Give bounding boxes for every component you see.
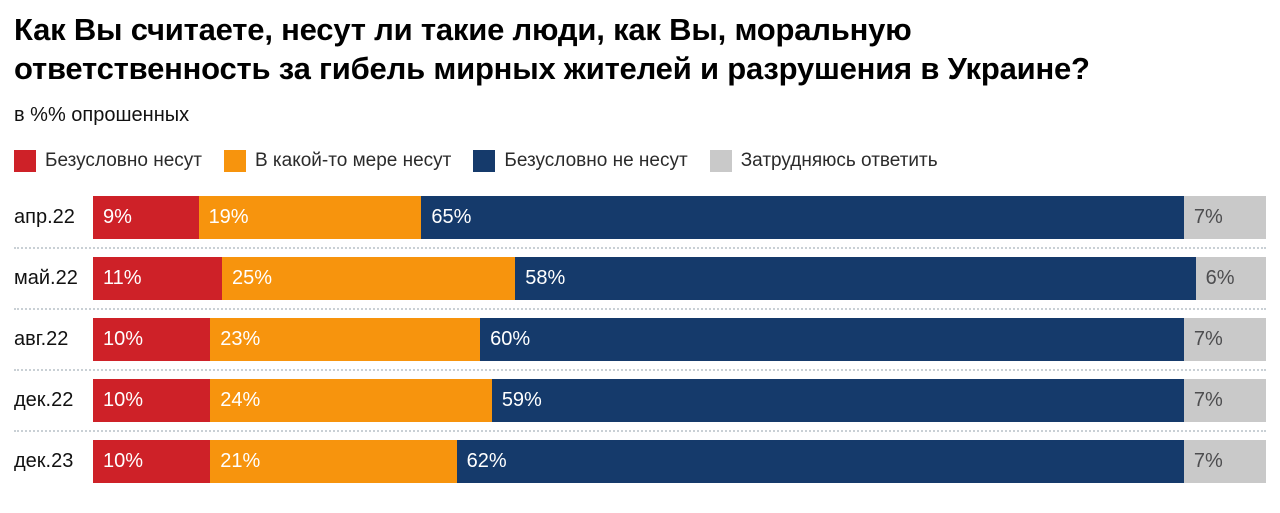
segment-value-label: 62% xyxy=(466,450,507,473)
segment-value-label: 11% xyxy=(103,267,142,290)
segment-value-label: 60% xyxy=(490,328,531,351)
bar-segment: 6% xyxy=(1195,257,1266,301)
bar-segment: 7% xyxy=(1183,318,1266,362)
segment-value-label: 23% xyxy=(220,328,261,351)
segment-value-label: 25% xyxy=(232,267,273,290)
bar-segment: 19% xyxy=(198,196,422,240)
bar-segment: 23% xyxy=(210,318,481,362)
bar-segment: 24% xyxy=(210,379,492,423)
legend-label: Безусловно несут xyxy=(45,150,202,172)
segment-value-label: 59% xyxy=(501,389,542,412)
segment-value-label: 10% xyxy=(103,389,144,412)
segment-value-label: 24% xyxy=(220,389,261,412)
bar-segment: 11% xyxy=(93,257,223,301)
chart-subtitle: в %% опрошенных xyxy=(14,104,190,127)
bar-segment: 7% xyxy=(1183,379,1266,423)
bar-segment: 65% xyxy=(421,196,1184,240)
bar-row: май.22 11% 25% 58% 6% xyxy=(14,257,1266,301)
bar-track: 10% 23% 60% 7% xyxy=(93,318,1266,362)
row-separator xyxy=(14,247,1266,250)
bar-track: 10% 21% 62% 7% xyxy=(93,440,1266,484)
legend-label: Затрудняюсь ответить xyxy=(740,150,938,172)
row-label: дек.23 xyxy=(14,450,74,473)
legend-item: Затрудняюсь ответить xyxy=(709,150,938,173)
bar-row: дек.23 10% 21% 62% 7% xyxy=(14,440,1266,484)
bar-track: 11% 25% 58% 6% xyxy=(93,257,1266,301)
bar-row: дек.22 10% 24% 59% 7% xyxy=(14,379,1266,423)
legend-swatch-icon xyxy=(223,150,246,173)
row-label: авг.22 xyxy=(14,328,69,351)
segment-value-label: 65% xyxy=(431,206,472,229)
legend-swatch-icon xyxy=(709,150,732,173)
bar-segment: 58% xyxy=(515,257,1196,301)
legend-item: Безусловно несут xyxy=(14,150,202,173)
legend-item: Безусловно не несут xyxy=(473,150,688,173)
segment-value-label: 21% xyxy=(220,450,261,473)
bar-segment: 10% xyxy=(93,318,211,362)
segment-value-label: 7% xyxy=(1193,206,1223,229)
row-label: дек.22 xyxy=(14,389,74,412)
segment-value-label: 10% xyxy=(103,328,144,351)
legend-swatch-icon xyxy=(14,150,36,173)
bar-track: 10% 24% 59% 7% xyxy=(93,379,1266,423)
row-separator xyxy=(14,369,1266,372)
segment-value-label: 10% xyxy=(103,450,144,473)
chart-title: Как Вы считаете, несут ли такие люди, ка… xyxy=(14,12,1090,87)
bar-segment: 62% xyxy=(456,440,1184,484)
bar-rows: апр.22 9% 19% 65% 7% май.22 11% 25% 58% 6% авг.22 1… xyxy=(14,196,1266,484)
bar-segment: 25% xyxy=(222,257,516,301)
legend-label: Безусловно не несут xyxy=(504,150,688,172)
bar-segment: 7% xyxy=(1183,440,1266,484)
segment-value-label: 58% xyxy=(525,267,566,290)
legend-item: В какой-то мере несут xyxy=(223,150,452,173)
bar-row: апр.22 9% 19% 65% 7% xyxy=(14,196,1266,240)
segment-value-label: 6% xyxy=(1205,267,1235,290)
bar-track: 9% 19% 65% 7% xyxy=(93,196,1266,240)
bar-segment: 59% xyxy=(491,379,1184,423)
bar-row: авг.22 10% 23% 60% 7% xyxy=(14,318,1266,362)
legend: Безусловно несут В какой-то мере несут Без… xyxy=(14,150,1266,173)
segment-value-label: 9% xyxy=(103,206,132,229)
bar-segment: 60% xyxy=(480,318,1184,362)
legend-label: В какой-то мере несут xyxy=(254,150,452,172)
row-separator xyxy=(14,430,1266,433)
row-label: апр.22 xyxy=(14,206,75,229)
bar-segment: 7% xyxy=(1183,196,1266,240)
bar-segment: 9% xyxy=(93,196,199,240)
bar-segment: 10% xyxy=(93,440,211,484)
row-label: май.22 xyxy=(14,267,78,290)
segment-value-label: 19% xyxy=(208,206,249,229)
segment-value-label: 7% xyxy=(1193,450,1223,473)
bar-segment: 21% xyxy=(210,440,457,484)
segment-value-label: 7% xyxy=(1193,389,1223,412)
row-separator xyxy=(14,308,1266,311)
bar-segment: 10% xyxy=(93,379,211,423)
legend-swatch-icon xyxy=(473,150,496,173)
segment-value-label: 7% xyxy=(1193,328,1223,351)
